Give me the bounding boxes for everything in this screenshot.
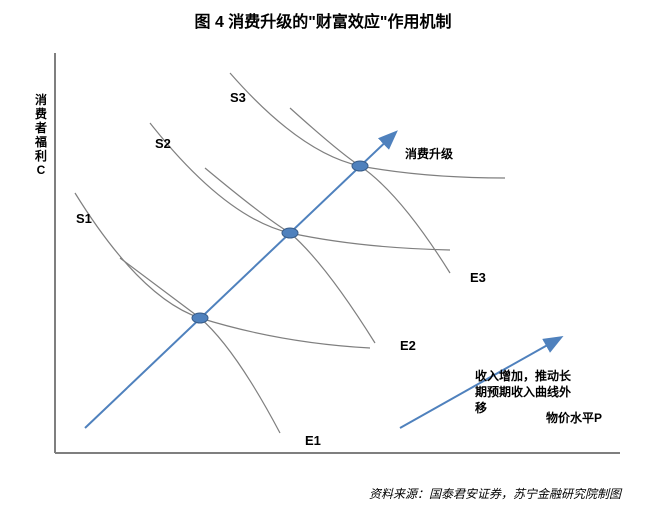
chart-area: 消费者福利C 物价水平P S1 S2 S3 E1 E2 E3 消费升级 收入增加… (30, 38, 620, 468)
income-note-line2: 期预期收入曲线外 (475, 385, 571, 399)
label-s1: S1 (76, 211, 92, 226)
income-note: 收入增加，推动长 期预期收入曲线外 移 (475, 368, 571, 416)
label-e2: E2 (400, 338, 416, 353)
income-note-line3: 移 (475, 401, 487, 415)
y-axis-label: 消费者福利C (34, 93, 48, 177)
source-text: 资料来源：国泰君安证券，苏宁金融研究院制图 (369, 485, 621, 502)
label-s2: S2 (155, 136, 171, 151)
income-note-line1: 收入增加，推动长 (475, 369, 571, 383)
e-curves (120, 108, 450, 433)
label-s3: S3 (230, 90, 246, 105)
label-e3: E3 (470, 270, 486, 285)
upgrade-label: 消费升级 (405, 146, 453, 162)
s-curves (75, 73, 505, 348)
chart-title: 图 4 消费升级的"财富效应"作用机制 (0, 8, 646, 32)
label-e1: E1 (305, 433, 321, 448)
